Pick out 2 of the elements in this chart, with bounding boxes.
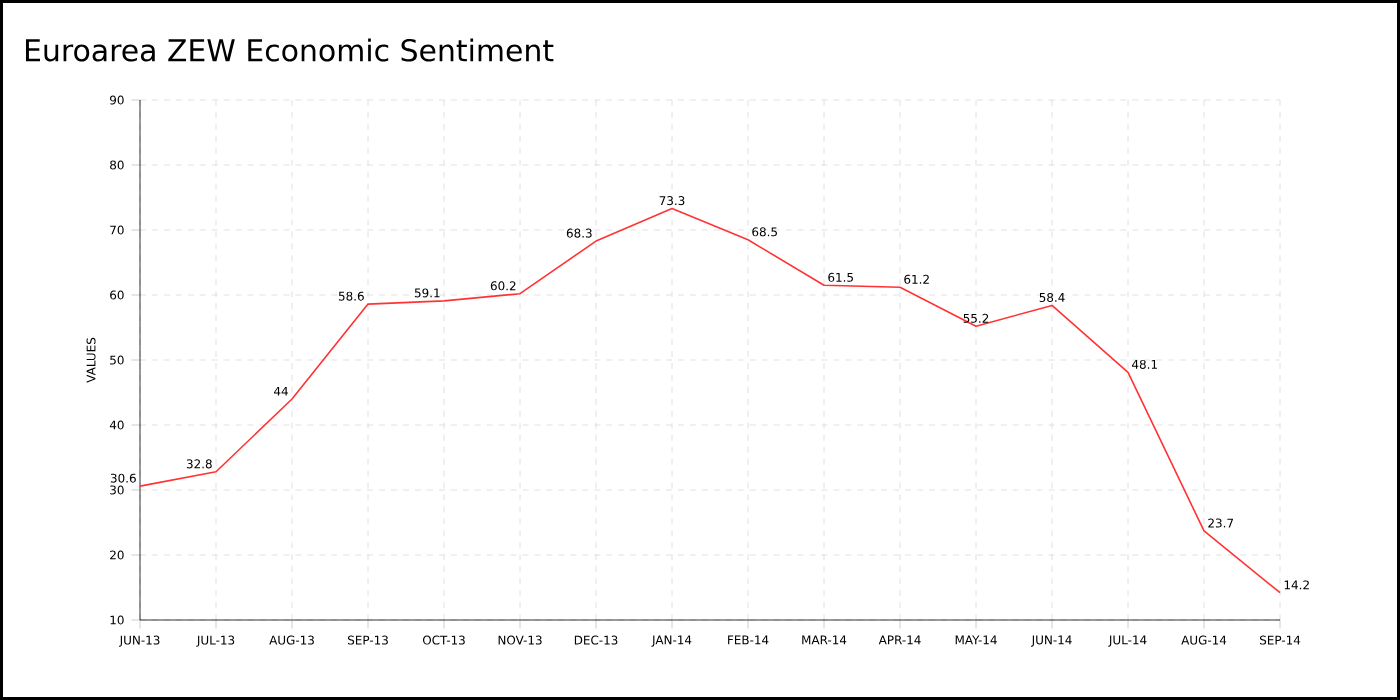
chart-title: Euroarea ZEW Economic Sentiment <box>25 38 554 62</box>
line-series <box>139 207 1281 594</box>
